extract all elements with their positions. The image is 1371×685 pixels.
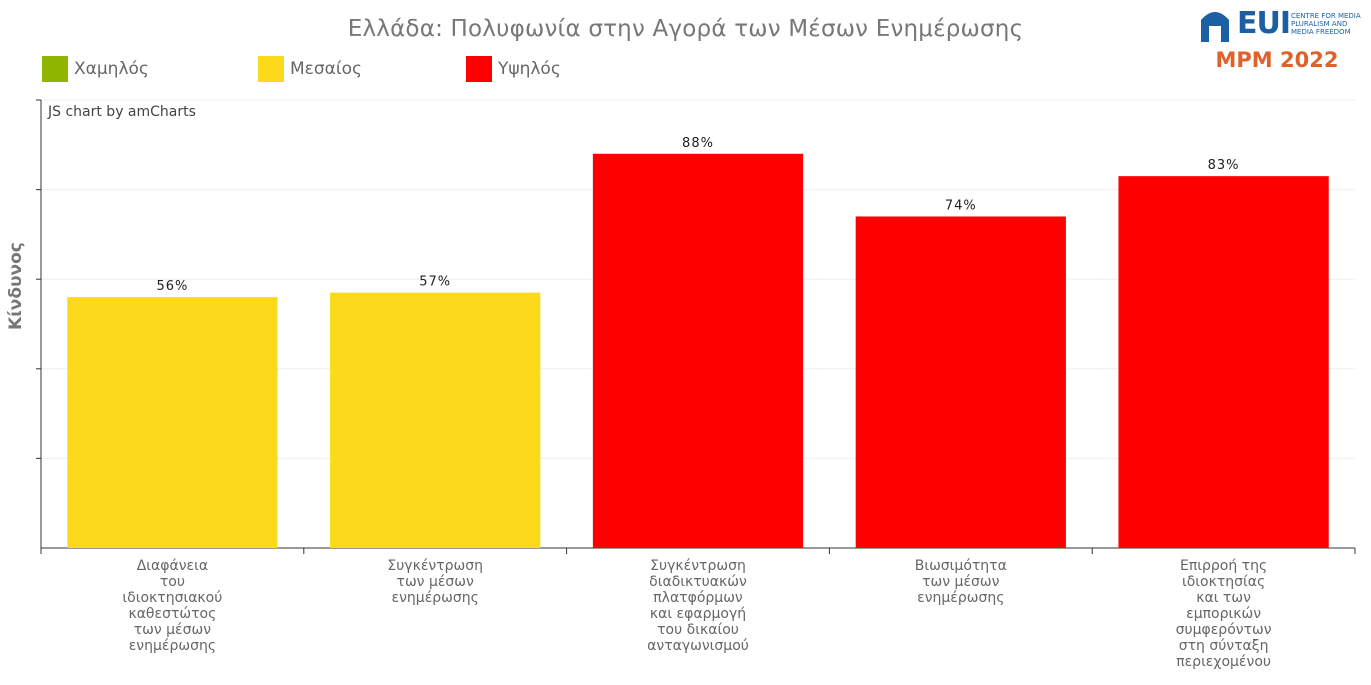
y-axis-label: Κίνδυνος (6, 242, 26, 330)
x-axis-category-label: Επιρροή της ιδιοκτησίας και των εμπορικώ… (1175, 558, 1272, 670)
legend-label-medium: Μεσαίος (290, 59, 362, 79)
bar-value-label: 88% (682, 136, 714, 151)
eui-logo: EUI CENTRE FOR MEDIA PLURALISM AND MEDIA… (1197, 6, 1361, 78)
legend-label-low: Χαμηλός (74, 59, 149, 79)
bar[interactable] (330, 292, 541, 548)
chart-title: Ελλάδα: Πολυφωνία στην Αγορά των Μέσων Ε… (347, 16, 1024, 42)
bar-value-label: 56% (156, 279, 188, 294)
legend-item-low[interactable]: Χαμηλός (42, 56, 149, 82)
x-axis-category-label: Διαφάνεια του ιδιοκτησιακού καθεστώτος τ… (122, 558, 223, 654)
legend-swatch-low (42, 56, 68, 82)
x-axis-category-label: Συγκέντρωση διαδικτυακών πλατφόρμων και … (647, 558, 749, 654)
legend-item-high[interactable]: Υψηλός (466, 56, 561, 82)
legend-swatch-high (466, 56, 492, 82)
logo-eui-text: EUI (1237, 6, 1291, 41)
bar[interactable] (592, 153, 804, 548)
logo-subtitle: CENTRE FOR MEDIA PLURALISM AND MEDIA FRE… (1291, 12, 1361, 36)
bar-value-label: 74% (945, 198, 977, 213)
bar[interactable] (67, 297, 278, 548)
eui-building-icon (1201, 12, 1229, 42)
legend-item-medium[interactable]: Μεσαίος (258, 56, 362, 82)
bar[interactable] (1118, 176, 1329, 548)
bar[interactable] (855, 216, 1066, 549)
bar-value-label: 57% (419, 275, 451, 290)
x-axis-category-label: Βιωσιμότητα των μέσων ενημέρωσης (914, 558, 1007, 606)
bar-value-label: 83% (1208, 158, 1240, 173)
x-axis-category-label: Συγκέντρωση των μέσων ενημέρωσης (387, 558, 484, 606)
logo-mpm: MPM 2022 (1215, 48, 1339, 72)
amcharts-credit-link[interactable]: JS chart by amCharts (48, 104, 196, 120)
legend-label-high: Υψηλός (498, 59, 561, 79)
legend-swatch-medium (258, 56, 284, 82)
